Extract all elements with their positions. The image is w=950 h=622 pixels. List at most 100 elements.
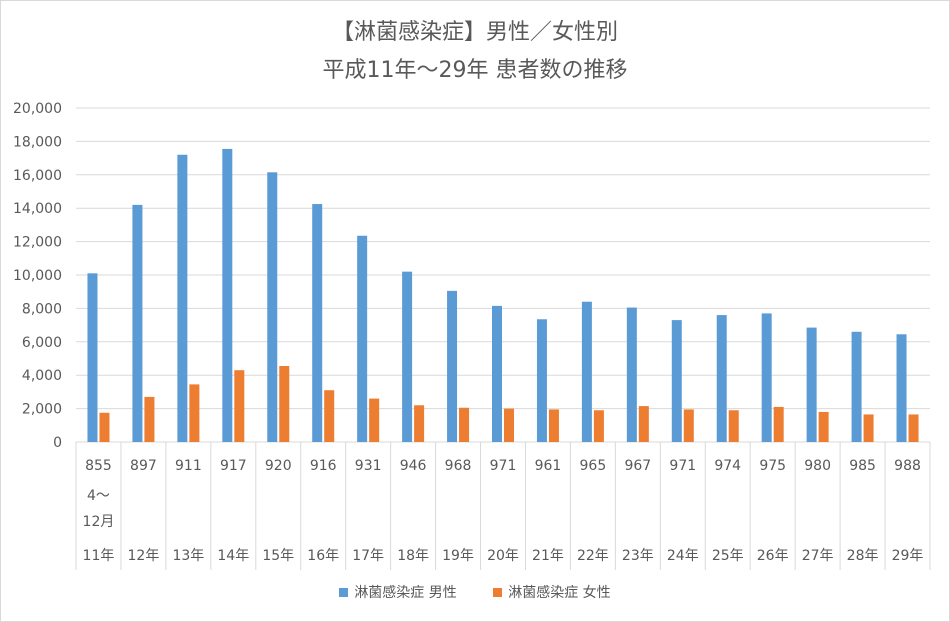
- category-label: 15年: [262, 548, 294, 564]
- bar-female: [369, 398, 380, 442]
- bar-male: [357, 235, 368, 442]
- category-label: 22年: [577, 548, 609, 564]
- category-label: 11年: [83, 548, 115, 564]
- y-tick-label: 12,000: [13, 235, 62, 251]
- category-label: 18年: [397, 548, 429, 564]
- bar-female: [189, 384, 200, 442]
- bar-male: [716, 315, 727, 442]
- gridlines: [76, 107, 930, 443]
- category-label: 19年: [442, 548, 474, 564]
- bar-male: [761, 313, 772, 442]
- category-label: 961: [535, 458, 562, 474]
- category-label: 23年: [622, 548, 654, 564]
- category-label: 911: [175, 458, 202, 474]
- category-label: 24年: [667, 548, 699, 564]
- bar-male: [177, 154, 188, 442]
- bar-female: [638, 406, 649, 442]
- bar-female: [144, 396, 155, 442]
- category-label: 988: [894, 458, 921, 474]
- category-label: 967: [624, 458, 651, 474]
- bar-male: [581, 301, 592, 442]
- category-label: 25年: [712, 548, 744, 564]
- category-label: 16年: [307, 548, 339, 564]
- category-label: 12年: [128, 548, 160, 564]
- legend-label-female: 淋菌感染症 女性: [508, 585, 611, 601]
- bar-male: [671, 320, 682, 442]
- bar-female: [459, 407, 470, 442]
- category-label: 946: [400, 458, 427, 474]
- category-label: 974: [714, 458, 741, 474]
- bar-male: [222, 148, 233, 443]
- y-tick-label: 8,000: [22, 301, 62, 317]
- bar-male: [402, 271, 413, 442]
- category-label: 13年: [172, 548, 204, 564]
- bar-male: [536, 319, 547, 442]
- bar-male: [132, 204, 143, 442]
- category-label: 916: [310, 458, 337, 474]
- bar-female: [504, 408, 514, 442]
- y-tick-label: 6,000: [22, 335, 62, 351]
- category-label: 971: [490, 458, 517, 474]
- legend-item-female: 淋菌感染症 女性: [493, 582, 611, 602]
- bar-female: [234, 370, 245, 442]
- category-label: 27年: [802, 548, 834, 564]
- y-tick-label: 4,000: [22, 368, 62, 384]
- category-label: 965: [580, 458, 607, 474]
- category-label: 855: [85, 458, 112, 474]
- category-label: 26年: [757, 548, 789, 564]
- bar-male: [806, 327, 817, 442]
- legend: 淋菌感染症 男性 淋菌感染症 女性: [0, 582, 950, 602]
- category-label: 20年: [487, 548, 519, 564]
- y-tick-label: 18,000: [13, 134, 62, 150]
- category-label: 985: [849, 458, 876, 474]
- bar-male: [267, 172, 278, 443]
- bar-female: [683, 409, 694, 442]
- category-label: 971: [669, 458, 696, 474]
- legend-swatch-male: [339, 587, 349, 597]
- category-label: 920: [265, 458, 292, 474]
- bar-female: [818, 411, 829, 442]
- chart-title: 【淋菌感染症】男性／女性別: [331, 20, 618, 45]
- y-tick-label: 20,000: [13, 101, 62, 117]
- y-tick-label: 14,000: [13, 201, 62, 217]
- bar-male: [447, 290, 458, 442]
- bar-female: [908, 414, 919, 442]
- category-label: 28年: [847, 548, 879, 564]
- bar-female: [324, 390, 335, 442]
- y-tick-label: 16,000: [13, 168, 62, 184]
- bar-male: [87, 273, 98, 442]
- category-label: 975: [759, 458, 786, 474]
- y-axis-ticks: 0 2,000 4,000 6,000 8,000 10,000 12,000 14,000 1…: [13, 101, 62, 451]
- bar-male: [851, 331, 862, 442]
- category-table: 855 897 911 917 920 916 931 946 968 971 961 965 967 9…: [75, 442, 931, 570]
- legend-item-male: 淋菌感染症 男性: [339, 582, 457, 602]
- bar-male: [626, 307, 637, 442]
- y-tick-label: 2,000: [22, 402, 62, 418]
- bar-male: [896, 334, 907, 442]
- bar-female: [99, 412, 110, 442]
- bars: [87, 148, 919, 443]
- bar-female: [279, 366, 290, 442]
- legend-swatch-female: [493, 587, 503, 597]
- bar-male: [312, 204, 323, 442]
- category-label: 17年: [352, 548, 384, 564]
- y-tick-label: 10,000: [13, 268, 62, 284]
- category-label: 897: [130, 458, 157, 474]
- bar-female: [414, 405, 425, 442]
- bar-female: [863, 414, 874, 442]
- bar-female: [773, 406, 784, 442]
- category-label: 12月: [83, 514, 115, 530]
- chart-subtitle: 平成11年〜29年 患者数の推移: [322, 58, 628, 83]
- bar-male: [492, 305, 502, 442]
- category-label: 968: [445, 458, 472, 474]
- category-label: 4〜: [87, 488, 110, 504]
- category-label: 29年: [892, 548, 924, 564]
- category-label: 917: [220, 458, 247, 474]
- category-label: 14年: [217, 548, 249, 564]
- category-label: 21年: [532, 548, 564, 564]
- category-label: 980: [804, 458, 831, 474]
- category-label: 931: [355, 458, 382, 474]
- legend-label-male: 淋菌感染症 男性: [354, 585, 457, 601]
- bar-female: [728, 410, 739, 442]
